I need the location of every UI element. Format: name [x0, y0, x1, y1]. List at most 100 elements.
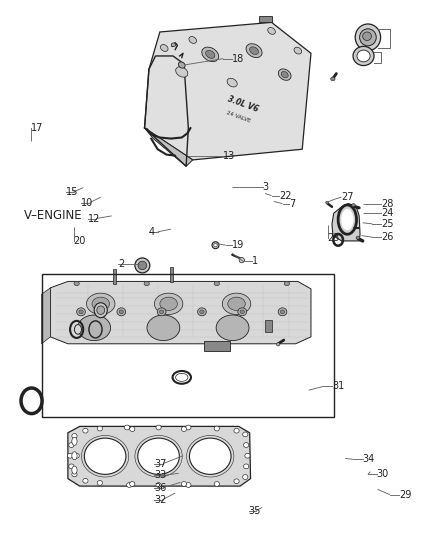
- Ellipse shape: [159, 310, 164, 313]
- Text: 26: 26: [381, 232, 393, 242]
- Ellipse shape: [83, 479, 88, 483]
- Text: 24: 24: [381, 208, 393, 218]
- Ellipse shape: [189, 438, 231, 474]
- Text: 3: 3: [263, 182, 269, 191]
- Bar: [113, 269, 116, 284]
- Ellipse shape: [239, 257, 244, 263]
- Ellipse shape: [154, 293, 183, 314]
- Ellipse shape: [156, 483, 161, 487]
- Text: 3.0L V6: 3.0L V6: [226, 94, 260, 114]
- Ellipse shape: [189, 37, 197, 43]
- Text: 27: 27: [341, 192, 353, 202]
- Ellipse shape: [171, 43, 176, 47]
- Text: 23: 23: [328, 233, 340, 243]
- Ellipse shape: [240, 310, 244, 313]
- Ellipse shape: [202, 47, 219, 62]
- Text: 28: 28: [381, 199, 393, 208]
- Ellipse shape: [72, 466, 77, 474]
- Ellipse shape: [214, 426, 219, 431]
- Ellipse shape: [72, 434, 77, 438]
- Ellipse shape: [72, 472, 77, 477]
- Bar: [170, 266, 173, 282]
- Polygon shape: [68, 426, 251, 486]
- Ellipse shape: [87, 293, 115, 314]
- Ellipse shape: [74, 453, 79, 458]
- Text: 34: 34: [363, 455, 375, 464]
- Bar: [259, 16, 272, 22]
- Ellipse shape: [325, 201, 328, 204]
- Ellipse shape: [97, 306, 105, 314]
- Ellipse shape: [227, 78, 237, 87]
- Ellipse shape: [69, 464, 74, 469]
- Ellipse shape: [238, 308, 247, 316]
- Ellipse shape: [200, 310, 204, 313]
- Ellipse shape: [160, 45, 168, 51]
- Ellipse shape: [363, 32, 371, 41]
- Ellipse shape: [243, 475, 248, 480]
- Ellipse shape: [331, 77, 335, 80]
- Ellipse shape: [353, 46, 374, 66]
- Text: 31: 31: [332, 382, 344, 391]
- Ellipse shape: [357, 50, 370, 62]
- Polygon shape: [50, 281, 311, 344]
- Ellipse shape: [157, 308, 166, 316]
- Ellipse shape: [356, 236, 360, 239]
- Ellipse shape: [250, 47, 258, 54]
- Polygon shape: [42, 288, 50, 344]
- Polygon shape: [332, 204, 360, 241]
- Ellipse shape: [147, 315, 180, 341]
- Bar: [42, 274, 334, 417]
- Ellipse shape: [234, 429, 239, 433]
- Ellipse shape: [181, 426, 187, 432]
- Ellipse shape: [244, 442, 249, 448]
- Ellipse shape: [244, 464, 249, 469]
- Text: 29: 29: [399, 490, 412, 499]
- Ellipse shape: [124, 425, 130, 430]
- Ellipse shape: [83, 429, 88, 433]
- Ellipse shape: [278, 69, 291, 80]
- Ellipse shape: [246, 44, 262, 58]
- Text: 19: 19: [232, 240, 244, 250]
- Text: V–ENGINE: V–ENGINE: [24, 209, 83, 222]
- Text: 4: 4: [149, 227, 155, 237]
- Ellipse shape: [84, 438, 126, 474]
- Ellipse shape: [181, 482, 187, 486]
- Ellipse shape: [92, 297, 110, 310]
- Text: 35: 35: [249, 506, 261, 515]
- Ellipse shape: [74, 281, 79, 286]
- Ellipse shape: [138, 438, 180, 474]
- Ellipse shape: [268, 28, 276, 34]
- Ellipse shape: [138, 261, 147, 270]
- Text: 20: 20: [74, 236, 86, 246]
- Ellipse shape: [205, 51, 215, 58]
- Ellipse shape: [117, 308, 126, 316]
- Ellipse shape: [341, 209, 353, 230]
- Ellipse shape: [212, 242, 219, 248]
- Ellipse shape: [135, 258, 150, 273]
- Ellipse shape: [130, 426, 135, 432]
- Ellipse shape: [74, 325, 81, 334]
- Ellipse shape: [278, 308, 287, 316]
- Ellipse shape: [144, 281, 149, 286]
- Ellipse shape: [245, 453, 250, 458]
- Ellipse shape: [160, 297, 177, 310]
- Ellipse shape: [228, 297, 245, 310]
- Ellipse shape: [360, 29, 376, 46]
- Ellipse shape: [69, 442, 74, 448]
- Ellipse shape: [284, 281, 290, 286]
- Text: 33: 33: [154, 471, 166, 480]
- Ellipse shape: [214, 281, 219, 286]
- Text: 30: 30: [377, 470, 389, 479]
- Text: 24 VALVE: 24 VALVE: [226, 110, 251, 124]
- Text: 7: 7: [289, 199, 295, 208]
- Ellipse shape: [186, 425, 191, 430]
- Bar: [265, 320, 272, 332]
- Text: 25: 25: [381, 219, 394, 229]
- Ellipse shape: [178, 62, 185, 68]
- Ellipse shape: [72, 437, 77, 446]
- Ellipse shape: [281, 71, 288, 78]
- Ellipse shape: [186, 483, 191, 487]
- Ellipse shape: [72, 452, 77, 459]
- Polygon shape: [145, 22, 311, 160]
- Ellipse shape: [127, 483, 132, 487]
